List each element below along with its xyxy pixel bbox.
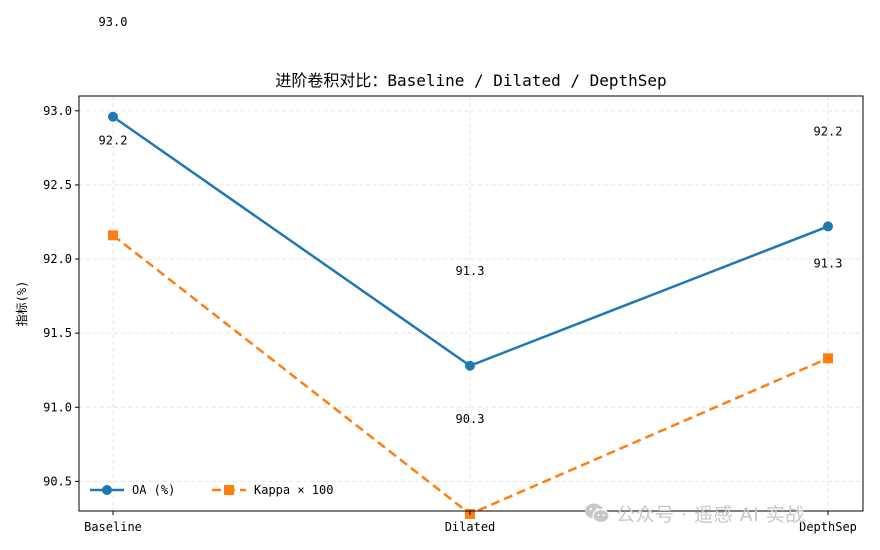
wechat-icon	[585, 503, 610, 524]
x-tick-label: DepthSep	[799, 520, 857, 534]
y-tick-label: 93.0	[43, 104, 72, 118]
point-oa	[108, 111, 118, 122]
x-tick-label: Baseline	[84, 520, 142, 534]
watermark: 公众号 · 遥感 AI 实战	[584, 500, 805, 527]
data-label: 91.3	[814, 256, 843, 270]
plot-frame	[78, 95, 864, 512]
data-label: 92.2	[814, 124, 843, 138]
y-tick-label: 92.5	[43, 178, 72, 192]
y-tick-label: 90.5	[43, 474, 72, 488]
legend-marker	[102, 485, 112, 495]
chart-title: 进阶卷积对比：Baseline / Dilated / DepthSep	[275, 71, 666, 90]
data-label: 91.3	[456, 264, 485, 278]
y-tick-label: 92.0	[43, 252, 72, 266]
data-labels: 93.0 91.3 92.2 92.2 90.3 91.3	[99, 15, 843, 426]
legend-label: OA (%)	[132, 483, 175, 497]
y-tick-label: 91.0	[43, 400, 72, 414]
point-kappa	[823, 353, 833, 364]
point-oa	[823, 221, 833, 232]
data-label: 90.3	[456, 412, 485, 426]
legend: OA (%) Kappa × 100	[90, 483, 333, 497]
point-kappa	[108, 230, 118, 241]
y-axis-label: 指标(%)	[14, 281, 29, 327]
legend-label: Kappa × 100	[254, 483, 333, 497]
legend-marker	[224, 485, 234, 495]
point-oa	[465, 360, 475, 371]
x-tick-label: Dilated	[445, 520, 496, 534]
watermark-text: 公众号 · 遥感 AI 实战	[616, 504, 805, 526]
y-tick-label: 91.5	[43, 326, 72, 340]
data-label: 92.2	[99, 133, 128, 147]
grid	[79, 96, 863, 511]
axis-ticks: 90.5 91.0 91.5 92.0 92.5 93.0 Baseline Dilated D…	[43, 104, 857, 534]
data-label: 93.0	[99, 15, 128, 29]
